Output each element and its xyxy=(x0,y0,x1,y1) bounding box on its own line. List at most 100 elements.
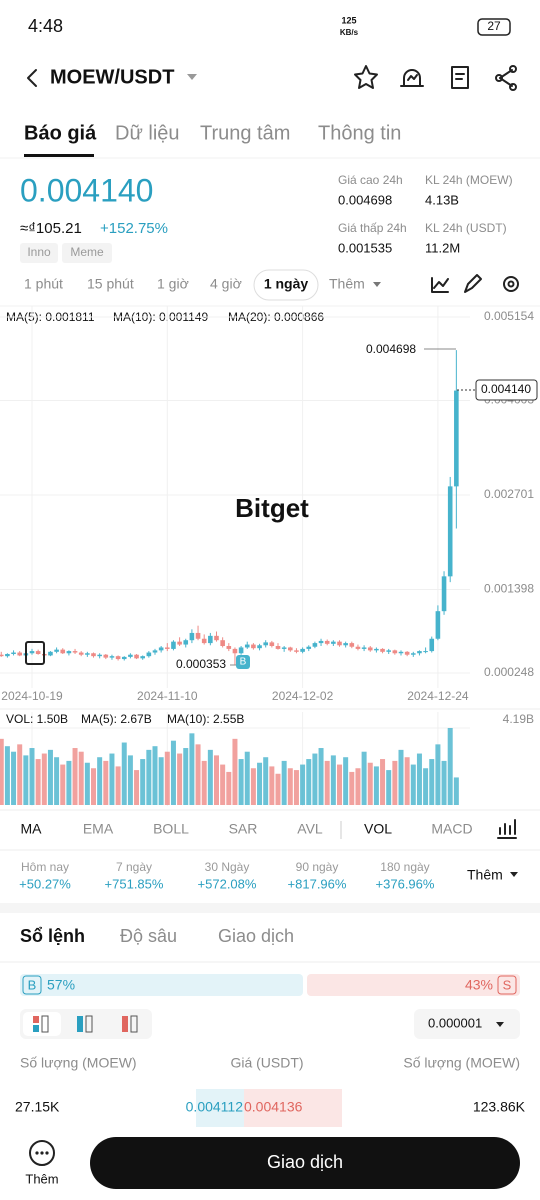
buy-marker-label: B xyxy=(240,657,247,668)
indicator-tab[interactable]: EMA xyxy=(83,821,114,837)
candle-body xyxy=(208,635,213,644)
more-dot xyxy=(45,1151,49,1155)
note-icon[interactable] xyxy=(451,66,469,89)
draw-icon[interactable] xyxy=(464,274,482,293)
orderbook-tab[interactable]: Độ sâu xyxy=(120,926,177,946)
indicator-tab[interactable]: VOL xyxy=(364,821,392,837)
sell-badge: S xyxy=(503,977,512,992)
alert-icon[interactable] xyxy=(400,69,424,87)
interval-caret[interactable] xyxy=(373,282,381,287)
interval[interactable]: 1 phút xyxy=(24,276,63,292)
orderbook-tab[interactable]: Giao dịch xyxy=(218,926,294,946)
pair-title[interactable]: MOEW/USDT xyxy=(50,66,174,88)
interval[interactable]: 4 giờ xyxy=(210,276,242,292)
indicator-tab[interactable]: BOLL xyxy=(153,821,189,837)
candle-body xyxy=(91,653,96,657)
candle-body xyxy=(251,644,256,649)
volume-bar xyxy=(91,768,96,805)
candle-body xyxy=(300,648,305,652)
tab[interactable]: Báo giá xyxy=(24,122,97,144)
more-label[interactable]: Thêm xyxy=(25,1171,58,1186)
volume-bar xyxy=(146,749,152,805)
candle-body xyxy=(11,652,16,654)
volume-bar xyxy=(4,746,10,805)
volume-bar xyxy=(398,749,404,805)
volume-bar xyxy=(361,751,367,805)
candle-body xyxy=(226,646,232,649)
tab[interactable]: Thông tin xyxy=(318,122,401,144)
candle-body xyxy=(417,651,422,654)
indicator-tab[interactable]: MA xyxy=(21,821,43,837)
last-label: 0.004140 xyxy=(481,382,531,396)
x-tick-label: 2024-12-02 xyxy=(272,689,334,703)
ask-highlight xyxy=(244,1089,342,1127)
status-time: 4:48 xyxy=(28,16,63,36)
candle-body xyxy=(238,647,244,654)
volume-bar xyxy=(152,746,158,805)
candle-body xyxy=(435,611,441,639)
stat-label: Giá cao 24h xyxy=(338,173,403,187)
indicator-settings-icon[interactable] xyxy=(497,819,517,839)
volume-bar xyxy=(367,762,373,805)
volume-bar xyxy=(109,753,115,805)
interval[interactable]: Thêm xyxy=(329,276,365,292)
volume-bar xyxy=(35,759,41,805)
volume-bar xyxy=(244,751,250,805)
performance-value: +751.85% xyxy=(105,876,164,891)
status-speed-unit: KB/s xyxy=(340,28,359,37)
layout-icon xyxy=(41,1015,49,1033)
volume-bar xyxy=(306,759,312,805)
watermark: Bitget xyxy=(235,493,309,523)
bid-highlight xyxy=(196,1089,244,1127)
pair-caret[interactable] xyxy=(187,74,197,80)
candle-body xyxy=(115,656,121,660)
back-icon[interactable] xyxy=(27,69,37,87)
indicator-tab[interactable]: MACD xyxy=(431,821,472,837)
buy-badge: B xyxy=(28,977,37,992)
precision[interactable]: 0.000001 xyxy=(428,1015,482,1030)
candle-body xyxy=(380,648,385,652)
orderbook-tab[interactable]: Sổ lệnh xyxy=(20,926,85,946)
trade-label[interactable]: Giao dịch xyxy=(267,1152,343,1172)
column-header: Số lượng (MOEW) xyxy=(20,1055,137,1071)
candle-body xyxy=(232,648,238,654)
volume-bar xyxy=(380,759,386,805)
candle-body xyxy=(374,648,379,651)
indicator-tab[interactable]: AVL xyxy=(297,821,323,837)
candle-body xyxy=(128,654,133,657)
interval[interactable]: 15 phút xyxy=(87,276,134,292)
volume-bar xyxy=(410,764,416,805)
column-header: Số lượng (MOEW) xyxy=(403,1055,520,1071)
trade-button[interactable] xyxy=(90,1137,520,1189)
volume-ma-legend: MA(10): 2.55B xyxy=(167,712,244,726)
layout-icon xyxy=(33,1016,39,1023)
volume-bar xyxy=(41,753,47,805)
volume-bar xyxy=(435,744,441,805)
tag: Meme xyxy=(70,245,104,259)
settings-icon[interactable] xyxy=(503,276,519,292)
chart-style-icon[interactable] xyxy=(431,277,449,293)
precision-select[interactable] xyxy=(414,1009,520,1039)
candle-body xyxy=(72,651,78,653)
tab[interactable]: Dữ liệu xyxy=(115,122,180,144)
candle-body xyxy=(398,651,404,654)
interval-pill[interactable] xyxy=(253,269,319,301)
candle-body xyxy=(355,646,361,649)
favorite-icon[interactable] xyxy=(354,65,378,89)
low-label: 0.000353 xyxy=(176,657,226,671)
candle-body xyxy=(263,642,268,646)
volume-bar xyxy=(355,768,361,805)
more-dot xyxy=(35,1151,39,1155)
performance-caret[interactable] xyxy=(510,872,518,877)
interval[interactable]: 1 giờ xyxy=(157,276,189,292)
performance-more[interactable]: Thêm xyxy=(467,867,503,883)
more-icon[interactable] xyxy=(29,1140,55,1166)
tab[interactable]: Trung tâm xyxy=(200,122,290,144)
interval[interactable]: 1 ngày xyxy=(264,276,309,292)
indicator-tab[interactable]: SAR xyxy=(229,821,258,837)
volume-bar xyxy=(349,771,355,805)
candle-body xyxy=(85,653,90,655)
share-dot xyxy=(509,65,517,73)
volume-bar xyxy=(423,768,429,805)
